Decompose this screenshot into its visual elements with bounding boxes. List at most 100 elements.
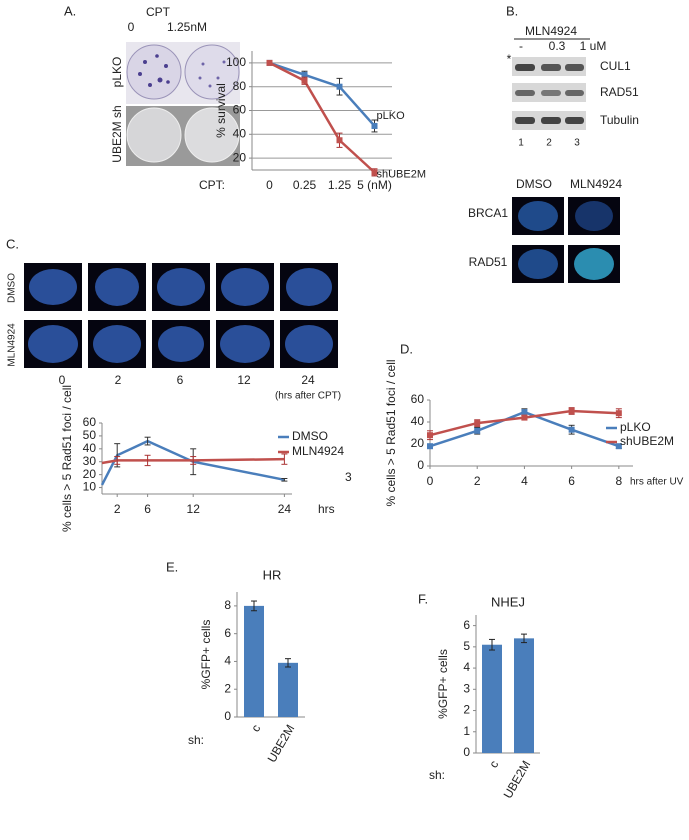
y-axis-label: % survival [214,83,228,138]
series-label: shUBE2M [377,168,427,180]
point-marker [266,59,273,66]
y-tick-label: 40 [83,441,97,455]
x-tick-label: 4 [521,474,528,488]
x-tick-label: c [248,722,263,734]
x-tick-label: 24 [278,502,292,516]
y-tick-label: 50 [83,428,97,442]
x-axis-label: hrs [318,502,335,516]
x-tick-label: 0 [427,474,434,488]
column-label: DMSO [516,177,552,191]
row-label: RAD51 [469,255,508,269]
y-tick-label: 0 [463,745,470,759]
x-tick-label: 1.25 [328,178,352,192]
x-tick-label: 0 [266,178,273,192]
row-label: UBE2M sh [110,105,124,162]
chart-title: NHEJ [491,594,525,609]
x-tick-label: 6 [568,474,575,488]
band-marker: * [507,52,512,66]
x-tick-label: UBE2M [265,722,298,765]
row-label: DMSO [7,273,18,303]
dose-label: 1.25nM [167,20,207,34]
y-tick-label: 40 [411,414,425,428]
colony-dishes [126,42,240,166]
y-tick-label: 1 [463,724,470,738]
y-tick-label: 4 [224,654,231,668]
y-tick-label: 0 [417,458,424,472]
point-marker [521,409,528,416]
point-marker [521,414,528,421]
time-label: 12 [237,373,251,387]
western-blots [512,57,586,130]
point-marker [371,169,378,176]
panel-label: B. [506,3,518,18]
x-tick-label: 0.25 [293,178,317,192]
x-tick-label: 2 [474,474,481,488]
cell-images [24,263,338,368]
point-marker [301,77,308,84]
legend-label: DMSO [292,429,328,443]
y-tick-label: 5 [463,639,470,653]
series-line [269,61,376,127]
y-axis-label: %GFP+ cells [199,620,213,690]
cell-images [512,197,620,283]
y-tick-label: 60 [233,103,247,117]
x-tick-label: UBE2M [501,758,534,801]
series-line [268,61,376,174]
point-marker [371,122,378,129]
bar [278,662,298,717]
point-marker [474,427,481,434]
x-tick-label: 12 [187,502,201,516]
x-tick-label: 6 [144,502,151,516]
dose-label: 1 uM [580,39,607,53]
bar [482,644,502,753]
dose-label: 0.3 [549,39,566,53]
x-tick-label: 8 [615,474,622,488]
y-axis-label: % cells > 5 Rad51 foci / cell [384,359,398,506]
point-marker [568,426,575,433]
panel-label: A. [64,3,76,18]
point-marker [615,410,622,417]
x-tick-label: 5 (nM) [357,178,392,192]
y-tick-label: 60 [83,415,97,429]
legend-label: shUBE2M [620,434,674,448]
time-label: 0 [59,373,66,387]
x-axis-label: hrs after UV [630,477,684,488]
x-prefix: CPT: [199,178,225,192]
row-label: pLKO [110,57,124,88]
y-tick-label: 80 [233,79,247,93]
panel-label: D. [400,341,413,356]
y-tick-label: 3 [463,681,470,695]
series-label: pLKO [377,110,406,122]
treatment-label: CPT [146,5,171,19]
lane-label: 1 [518,138,524,149]
point-marker [427,443,433,450]
blot-label: RAD51 [600,85,639,99]
drug-label: MLN4924 [525,24,577,38]
y-tick-label: 60 [411,392,425,406]
legend-label: pLKO [620,420,651,434]
bar [514,638,534,753]
point-marker [301,71,308,78]
x-prefix: sh: [188,733,204,747]
row-label: MLN4924 [7,323,18,367]
time-label: 6 [177,373,184,387]
lane-label: 2 [546,138,552,149]
point-marker [568,408,575,414]
time-note: (hrs after CPT) [275,391,341,402]
point-marker [336,83,343,90]
bar [244,605,264,717]
dose-label: 0 [128,20,135,34]
y-tick-label: 20 [233,150,247,164]
y-tick-label: 0 [224,709,231,723]
point-marker [615,443,622,450]
column-label: MLN4924 [570,177,622,191]
time-label: 2 [115,373,122,387]
y-tick-label: 30 [83,454,97,468]
point-marker [474,420,481,427]
y-tick-label: 20 [83,467,97,481]
y-axis-label: %GFP+ cells [436,649,450,719]
y-tick-label: 10 [83,480,97,494]
chart-title: HR [263,567,282,582]
point-marker [427,432,433,439]
point-marker [336,137,343,144]
